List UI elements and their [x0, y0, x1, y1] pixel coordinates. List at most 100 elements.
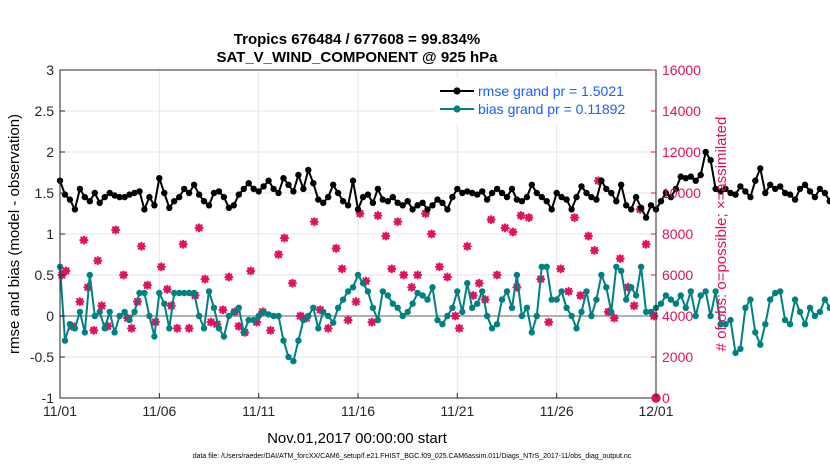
- obs-count-marker: [442, 272, 452, 282]
- bias-point: [220, 333, 228, 340]
- bias-point: [374, 316, 382, 324]
- rmse-point: [459, 189, 466, 197]
- bias-point: [637, 263, 645, 270]
- bias-point: [742, 304, 749, 311]
- rmse-point: [558, 193, 565, 201]
- rmse-point: [161, 189, 168, 197]
- y-right-tick-label: 10000: [662, 185, 701, 201]
- bias-point: [454, 288, 461, 295]
- bias-point: [558, 288, 565, 295]
- legend: rmse grand pr = 1.5021 bias grand pr = 0…: [436, 78, 650, 124]
- bias-point: [727, 316, 734, 324]
- bias-point: [464, 280, 471, 287]
- bias-point: [210, 304, 218, 311]
- rmse-point: [772, 185, 779, 193]
- bias-point: [801, 321, 809, 328]
- obs-marker-stroke: [394, 218, 402, 226]
- obs-marker-stroke: [324, 324, 332, 332]
- obs-count-marker: [156, 262, 166, 272]
- rmse-point: [469, 189, 476, 197]
- rmse-point: [280, 175, 287, 182]
- legend-rmse-marker: [453, 87, 461, 95]
- bias-point: [136, 289, 143, 297]
- bias-point: [548, 296, 555, 303]
- obs-count-marker: [172, 323, 182, 333]
- rmse-point: [742, 188, 749, 195]
- rmse-point: [290, 188, 297, 195]
- bias-point: [260, 308, 267, 316]
- obs-count-marker: [279, 233, 289, 243]
- rmse-point: [141, 206, 148, 213]
- obs-marker-stroke: [179, 240, 187, 248]
- obs-count-marker: [343, 315, 353, 325]
- obs-count-marker: [615, 254, 625, 264]
- rmse-point: [608, 189, 615, 197]
- obs-marker-stroke: [469, 291, 477, 300]
- bias-point: [493, 321, 501, 328]
- x-tick-label: 12/01: [638, 403, 673, 419]
- rmse-point: [474, 191, 481, 198]
- rmse-point: [479, 188, 486, 195]
- rmse-point: [325, 193, 332, 201]
- obs-count-marker: [474, 278, 484, 288]
- rmse-point: [136, 188, 143, 195]
- bias-point: [111, 329, 118, 336]
- obs-count-marker: [351, 297, 361, 307]
- rmse-point: [657, 198, 665, 205]
- bias-point: [404, 308, 411, 316]
- rmse-point: [320, 199, 327, 206]
- rmse-point: [642, 214, 650, 221]
- bias-point: [687, 288, 694, 295]
- bias-point: [657, 300, 665, 307]
- bias-point: [235, 304, 242, 311]
- rmse-point: [712, 185, 719, 193]
- rmse-point: [503, 193, 511, 201]
- obs-count-marker: [224, 272, 234, 282]
- obs-count-marker: [218, 305, 228, 315]
- bias-point: [523, 304, 531, 311]
- bias-point: [250, 316, 257, 324]
- obs-count-marker: [323, 323, 333, 333]
- bias-point: [126, 316, 133, 324]
- rmse-point: [578, 183, 585, 190]
- bias-point: [225, 312, 233, 320]
- rmse-point: [806, 188, 814, 195]
- bias-point: [429, 284, 436, 291]
- bias-point: [71, 325, 79, 332]
- data-file-path: data file: /Users/raeder/DAI/ATM_forcXX/…: [193, 453, 632, 460]
- bias-point: [81, 329, 89, 336]
- obs-marker-stroke: [235, 322, 243, 330]
- obs-marker-stroke: [344, 316, 352, 324]
- rmse-point: [791, 196, 799, 203]
- obs-count-marker: [373, 211, 383, 221]
- rmse-point: [364, 191, 372, 198]
- obs-marker-stroke: [207, 318, 215, 326]
- obs-count-marker: [127, 323, 137, 333]
- obs-marker-stroke: [493, 271, 501, 279]
- bias-point: [449, 304, 456, 311]
- obs-marker-stroke: [368, 318, 376, 326]
- rmse-point: [628, 206, 635, 213]
- obs-count-marker: [516, 211, 526, 221]
- obs-count-marker: [136, 241, 146, 251]
- obs-marker-stroke: [127, 324, 136, 332]
- rmse-point: [662, 189, 670, 197]
- bias-point: [821, 296, 829, 303]
- bias-point: [811, 312, 819, 320]
- rmse-point: [543, 198, 550, 205]
- y-right-tick-label: 16000: [662, 62, 701, 78]
- rmse-point: [523, 193, 531, 201]
- y-left-tick-label: -1: [42, 390, 55, 406]
- bias-point: [707, 312, 714, 320]
- obs-count-marker: [162, 284, 172, 294]
- obs-marker-stroke: [451, 312, 459, 320]
- obs-marker-stroke: [119, 271, 128, 279]
- x-tick-label: 11/26: [540, 403, 574, 419]
- bias-point: [166, 325, 173, 332]
- rmse-point: [632, 193, 640, 201]
- obs-count-marker: [564, 286, 574, 296]
- obs-count-marker: [119, 270, 129, 280]
- rmse-point: [588, 193, 595, 201]
- obs-count-marker: [413, 270, 423, 280]
- y-right-tick-label: 8000: [662, 226, 693, 242]
